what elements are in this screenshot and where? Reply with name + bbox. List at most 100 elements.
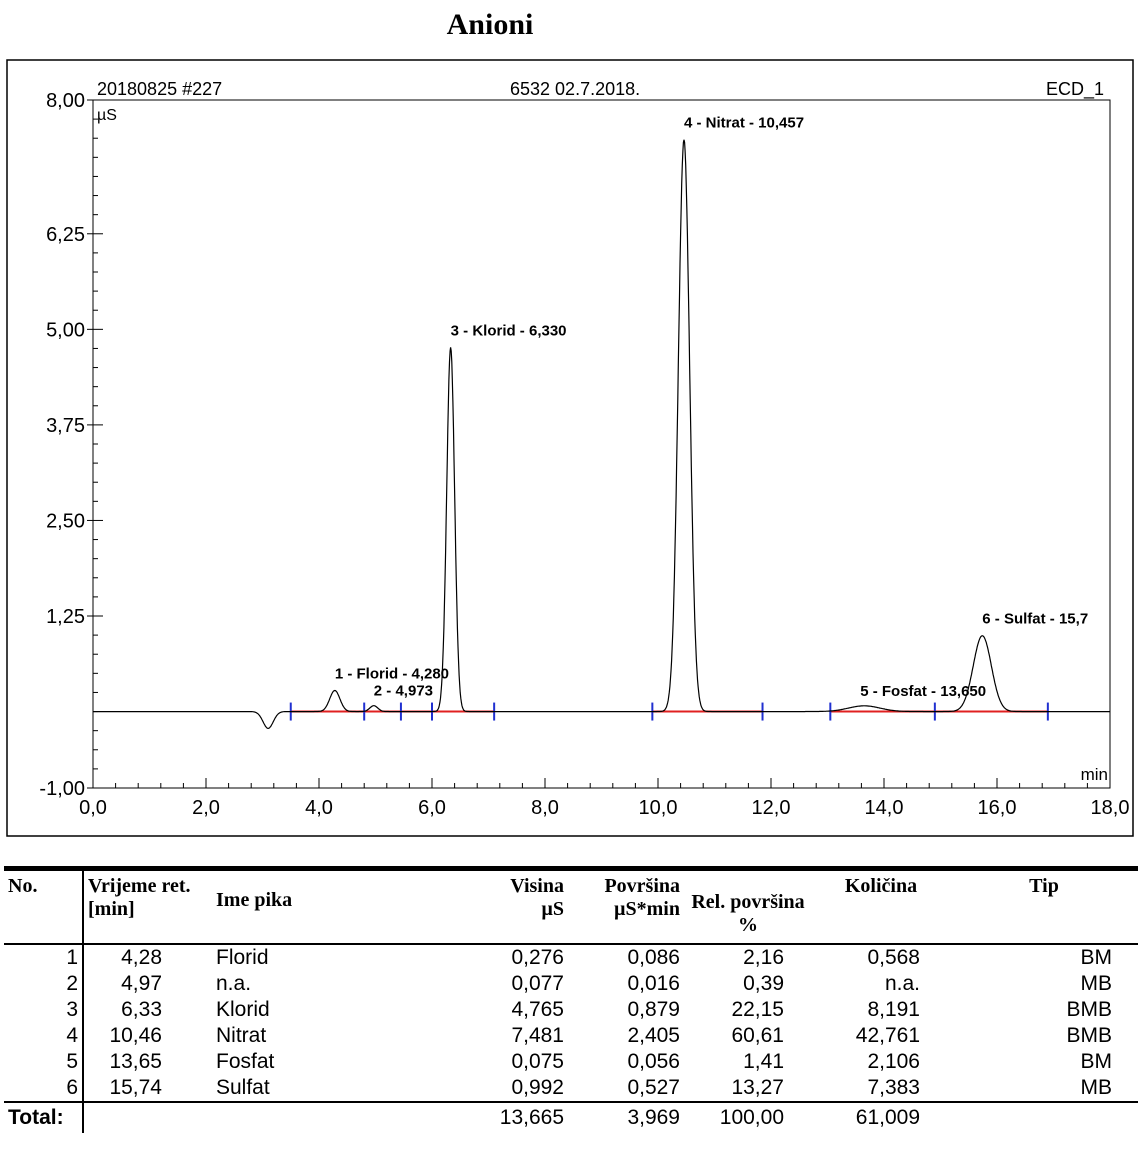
cell-height: 4,765 [511,998,564,1021]
cell-type: BMB [1066,1024,1112,1047]
header-right: ECD_1 [1046,79,1104,100]
peak-label: 2 - 4,973 [374,683,433,700]
header-center: 6532 02.7.2018. [510,79,640,99]
cell-peak-name: Florid [216,946,269,969]
y-tick-label: 6,25 [46,224,85,246]
cell-area: 0,086 [627,946,680,969]
cell-peak-name: Sulfat [216,1076,270,1099]
cell-retention-time: 13,65 [109,1050,162,1073]
col-retention-time: Vrijeme ret. [min] [83,868,212,945]
cell-peak-name: Fosfat [216,1050,275,1073]
x-tick-label: 0,0 [79,797,107,819]
x-tick-label: 12,0 [752,797,791,819]
total-height: 13,665 [450,1101,568,1133]
y-tick-label: 1,25 [46,606,85,628]
total-area: 3,969 [568,1101,684,1133]
outer-frame [6,59,1134,837]
table-row: 1 4,28 Florid 0,276 0,086 2,16 0,568 BM [4,944,1138,971]
peak-label: 5 - Fosfat - 13,650 [860,683,986,700]
cell-height: 0,992 [511,1076,564,1099]
table-row: 6 15,74 Sulfat 0,992 0,527 13,27 7,383 MB [4,1075,1138,1102]
peak-label: 1 - Florid - 4,280 [335,665,449,682]
cell-area: 2,405 [627,1024,680,1047]
y-tick-label: 2,50 [46,510,85,532]
cell-amount: 0,568 [867,946,920,969]
x-tick-label: 14,0 [865,797,904,819]
axis-ticks [87,99,1111,789]
peak-label: 4 - Nitrat - 10,457 [684,115,804,132]
x-tick-label: 6,0 [418,797,446,819]
cell-amount: n.a. [884,972,920,995]
table-header-row: No. Vrijeme ret. [min] Ime pika Visina µS … [4,868,1138,945]
cell-area: 0,056 [627,1050,680,1073]
y-tick-label: 8,00 [46,90,85,112]
col-type: Tip [950,868,1138,945]
cell-no: 6 [4,1075,84,1102]
cell-height: 0,077 [511,972,564,995]
table-body: 1 4,28 Florid 0,276 0,086 2,16 0,568 BM 2 4,97 n.a… [4,944,1138,1133]
cell-area: 0,879 [627,998,680,1021]
page-title: Anioni [446,8,534,41]
cell-height: 7,481 [511,1024,564,1047]
col-area: Površina µS*min [568,868,684,945]
cell-rel-area: 2,16 [743,946,784,969]
cell-retention-time: 6,33 [121,998,162,1021]
table-row: 2 4,97 n.a. 0,077 0,016 0,39 n.a. MB [4,971,1138,997]
total-amount: 61,009 [812,1101,950,1133]
x-tick-label: 18,0 [1091,797,1130,819]
total-empty [212,1101,450,1133]
col-amount: Količina [812,868,950,945]
y-tick-label: 3,75 [46,415,85,437]
total-empty [83,1101,212,1133]
cell-type: MB [1080,1076,1113,1099]
cell-amount: 42,761 [855,1024,920,1047]
chromatogram-trace [93,139,1110,730]
cell-area: 0,527 [627,1076,680,1099]
total-label: Total: [4,1101,84,1133]
peak-label: 3 - Klorid - 6,330 [451,322,567,339]
y-tick-label: -1,00 [39,778,85,800]
col-height: Visina µS [450,868,568,945]
cell-no: 5 [4,1049,84,1075]
cell-no: 3 [4,997,84,1023]
col-rel-area: Rel. površina% [684,868,812,945]
total-empty [950,1101,1138,1133]
cell-type: BM [1080,1050,1113,1073]
cell-no: 2 [4,971,84,997]
chromatogram-chart: 20180825 #227 6532 02.7.2018. ECD_1 µS m… [6,59,1134,837]
y-axis-label: µS [97,107,117,124]
cell-retention-time: 4,28 [121,946,162,969]
cell-amount: 8,191 [867,998,920,1021]
cell-retention-time: 10,46 [109,1024,162,1047]
total-rel-area: 100,00 [684,1101,812,1133]
x-axis-label: min [1081,765,1108,784]
col-peak-name: Ime pika [212,868,450,945]
x-tick-label: 2,0 [192,797,220,819]
cell-retention-time: 15,74 [109,1076,162,1099]
col-no: No. [4,868,84,945]
cell-peak-name: n.a. [216,972,252,995]
cell-rel-area: 60,61 [731,1024,784,1047]
cell-amount: 2,106 [867,1050,920,1073]
cell-type: BM [1080,946,1113,969]
table-row: 3 6,33 Klorid 4,765 0,879 22,15 8,191 BMB [4,997,1138,1023]
cell-no: 1 [4,944,84,971]
x-tick-label: 16,0 [978,797,1017,819]
cell-peak-name: Nitrat [216,1024,267,1047]
cell-type: MB [1080,972,1113,995]
cell-no: 4 [4,1023,84,1049]
cell-area: 0,016 [627,972,680,995]
x-tick-label: 8,0 [531,797,559,819]
x-tick-label: 4,0 [305,797,333,819]
table-row: 4 10,46 Nitrat 7,481 2,405 60,61 42,761 BMB [4,1023,1138,1049]
cell-height: 0,075 [511,1050,564,1073]
cell-retention-time: 4,97 [121,972,162,995]
x-tick-label: 10,0 [639,797,678,819]
cell-amount: 7,383 [867,1076,920,1099]
table-row: 5 13,65 Fosfat 0,075 0,056 1,41 2,106 BM [4,1049,1138,1075]
cell-height: 0,276 [511,946,564,969]
total-row: Total: 13,665 3,969 100,00 61,009 [4,1101,1138,1133]
cell-rel-area: 22,15 [731,998,784,1021]
header-left: 20180825 #227 [97,79,222,99]
y-tick-label: 5,00 [46,319,85,341]
